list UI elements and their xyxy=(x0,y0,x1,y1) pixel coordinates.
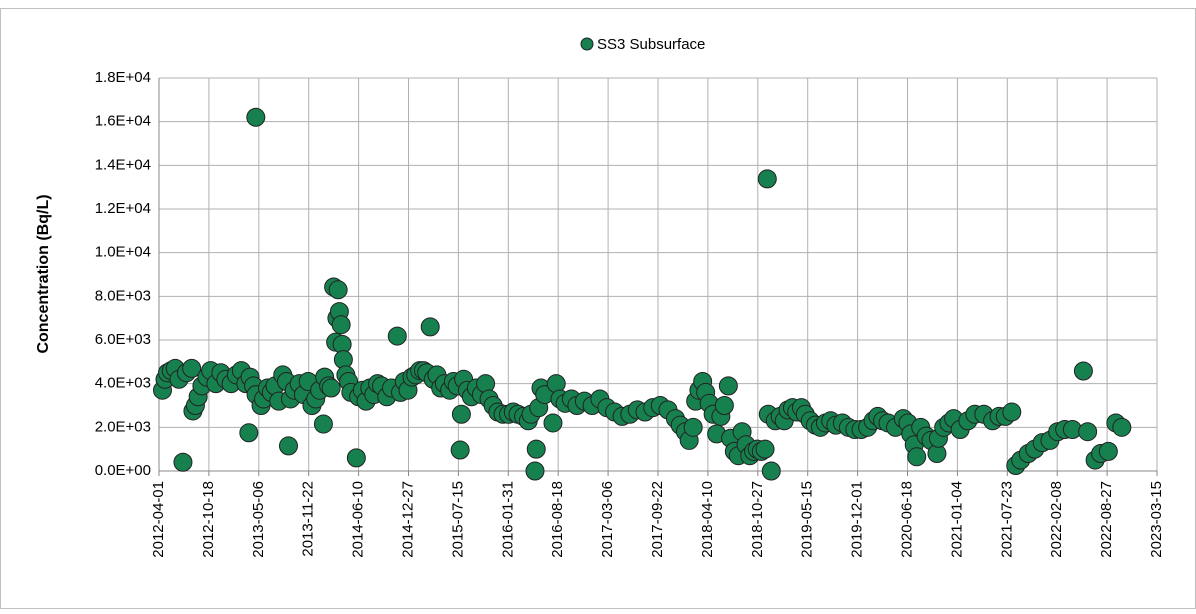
x-tick-label: 2017-09-22 xyxy=(649,481,666,558)
point xyxy=(543,413,563,433)
x-tick-label: 2023-03-15 xyxy=(1148,481,1165,558)
x-tick-label: 2018-04-10 xyxy=(699,481,716,558)
x-tick-label: 2012-10-18 xyxy=(200,481,217,558)
x-tick-label: 2021-01-04 xyxy=(948,481,965,558)
point xyxy=(1098,441,1118,461)
point xyxy=(278,436,298,456)
point xyxy=(173,452,193,472)
point xyxy=(331,315,351,335)
point xyxy=(420,317,440,337)
point xyxy=(714,396,734,415)
x-tick-label: 2022-02-08 xyxy=(1048,481,1065,558)
point xyxy=(1078,422,1098,442)
point xyxy=(321,378,341,398)
x-tick-label: 2016-08-18 xyxy=(549,481,566,558)
y-tick-label: 6.0E+03 xyxy=(95,331,151,348)
x-tick-label: 2019-05-15 xyxy=(799,481,816,558)
point xyxy=(907,447,927,467)
x-tick-label: 2016-01-31 xyxy=(499,481,516,558)
chart-frame xyxy=(0,8,1196,609)
point xyxy=(239,423,259,443)
x-tick-label: 2019-12-01 xyxy=(849,481,866,558)
y-tick-label: 2.0E+03 xyxy=(95,418,151,435)
y-axis-label: Concentration (Bq/L) xyxy=(35,194,52,353)
point xyxy=(755,439,775,459)
y-tick-label: 1.4E+04 xyxy=(95,156,151,173)
y-tick-label: 1.2E+04 xyxy=(95,200,151,217)
x-tick-label: 2015-07-15 xyxy=(449,481,466,558)
y-tick-label: 4.0E+03 xyxy=(95,375,151,392)
point xyxy=(525,461,545,481)
point xyxy=(450,440,470,460)
point xyxy=(718,376,738,396)
point xyxy=(313,414,333,434)
point xyxy=(1073,361,1093,381)
point xyxy=(526,439,546,459)
point xyxy=(1002,402,1022,422)
point xyxy=(451,404,471,424)
x-tick-label: 2013-11-22 xyxy=(300,481,317,557)
point xyxy=(761,461,781,481)
point xyxy=(328,280,348,300)
point xyxy=(182,358,202,378)
point xyxy=(1112,417,1132,437)
y-tick-label: 1.6E+04 xyxy=(95,113,151,130)
x-tick-label: 2021-07-23 xyxy=(998,481,1015,558)
y-tick-label: 0.0E+00 xyxy=(95,462,151,479)
x-tick-label: 2014-12-27 xyxy=(399,481,416,558)
y-tick-label: 1.0E+04 xyxy=(95,244,151,261)
x-tick-label: 2020-06-18 xyxy=(898,481,915,558)
x-tick-label: 2017-03-06 xyxy=(599,481,616,558)
point xyxy=(246,107,266,127)
y-tick-label: 8.0E+03 xyxy=(95,287,151,304)
point xyxy=(346,448,366,468)
x-tick-label: 2018-10-27 xyxy=(749,481,766,558)
x-tick-label: 2022-08-27 xyxy=(1098,481,1115,558)
legend-marker xyxy=(580,37,594,51)
point xyxy=(387,326,407,346)
legend-label: SS3 Subsurface xyxy=(597,36,705,53)
x-tick-label: 2013-05-06 xyxy=(250,481,267,558)
y-tick-label: 1.8E+04 xyxy=(95,69,151,86)
x-tick-label: 2012-04-01 xyxy=(150,481,167,558)
point xyxy=(683,417,703,437)
point xyxy=(757,169,777,189)
x-tick-label: 2014-06-10 xyxy=(350,481,367,558)
